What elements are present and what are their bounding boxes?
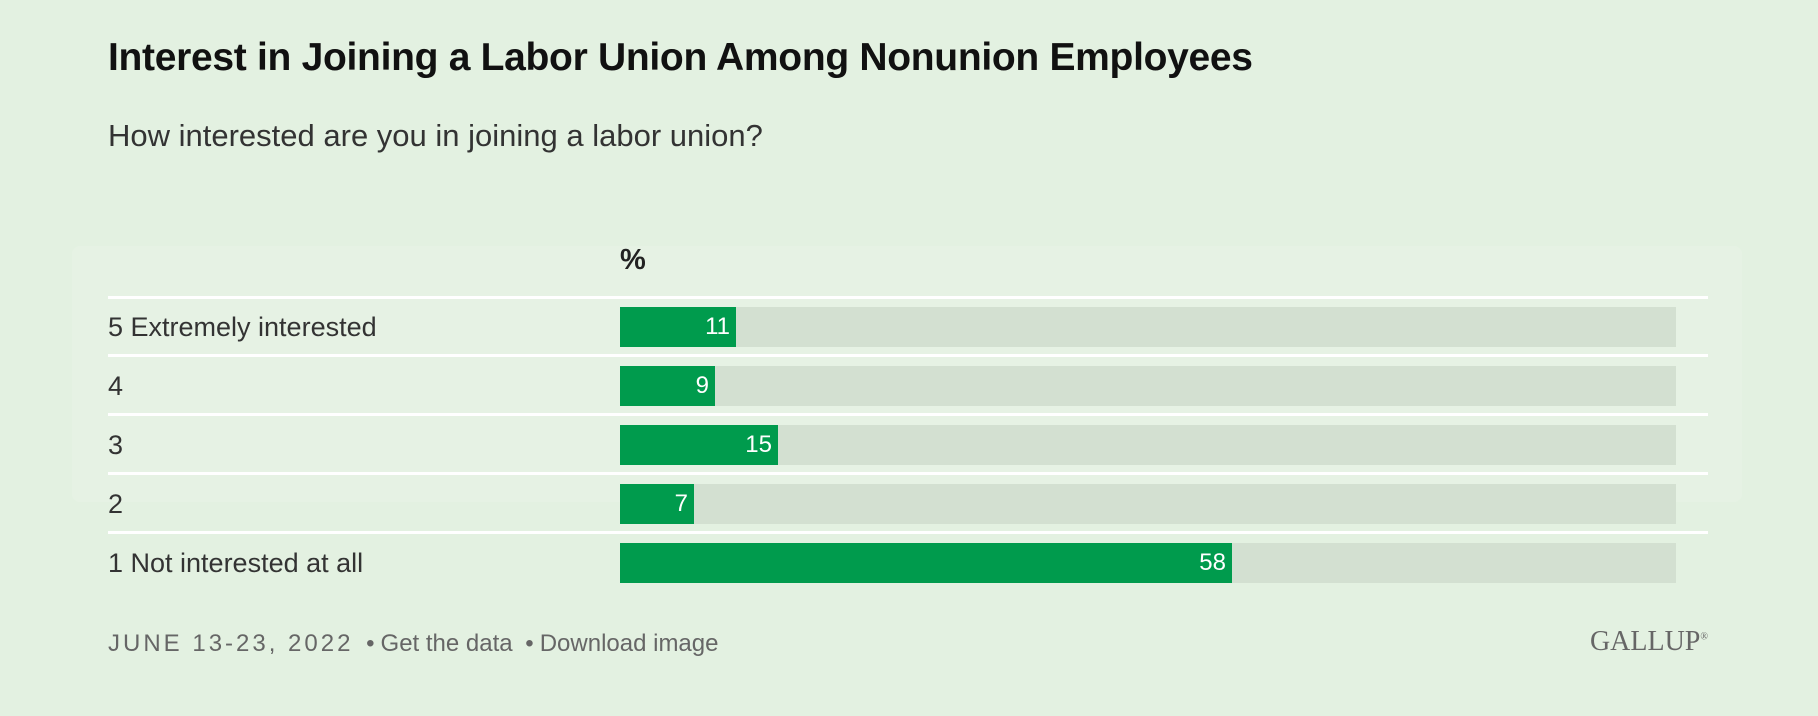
bar: [620, 543, 1232, 583]
row-separator: [108, 531, 1708, 534]
row-separator: [108, 354, 1708, 357]
category-label: 3: [108, 430, 124, 460]
bar: [620, 307, 736, 347]
bar-value-label: 15: [745, 431, 772, 458]
category-label: 2: [108, 489, 124, 519]
category-label: 1 Not interested at all: [108, 548, 364, 578]
bar-track: 9: [620, 366, 1676, 406]
bar-value-label: 9: [695, 372, 709, 399]
row-separator: [108, 296, 1708, 299]
footer-separator: •: [525, 630, 534, 657]
get-data-link[interactable]: Get the data: [380, 630, 513, 657]
bar-value-label: 7: [674, 490, 688, 517]
category-label: 4: [108, 371, 124, 401]
bar-track: 15: [620, 425, 1676, 465]
row-separator: [108, 472, 1708, 475]
logo-text: GALLUP: [1589, 626, 1701, 657]
bar: [620, 484, 694, 524]
chart-title: Interest in Joining a Labor Union Among …: [108, 36, 1253, 79]
bar: [620, 366, 715, 406]
bar-value-label: 58: [1199, 549, 1226, 576]
gallup-logo: GALLUP®: [1589, 626, 1708, 657]
unit-label: %: [620, 244, 646, 276]
survey-date: JUNE 13-23, 2022: [108, 630, 354, 657]
chart-subtitle: How interested are you in joining a labo…: [108, 118, 763, 153]
bar: [620, 425, 778, 465]
category-label: 5 Extremely interested: [108, 312, 377, 342]
bar-track: 58: [620, 543, 1676, 583]
bar-track: 11: [620, 307, 1676, 347]
footer-separator: •: [366, 630, 375, 657]
bar-track: 7: [620, 484, 1676, 524]
bar-value-label: 11: [705, 313, 730, 340]
download-image-link[interactable]: Download image: [539, 630, 719, 657]
footer: JUNE 13-23, 2022 • Get the data • Download…: [108, 630, 718, 658]
row-separator: [108, 413, 1708, 416]
